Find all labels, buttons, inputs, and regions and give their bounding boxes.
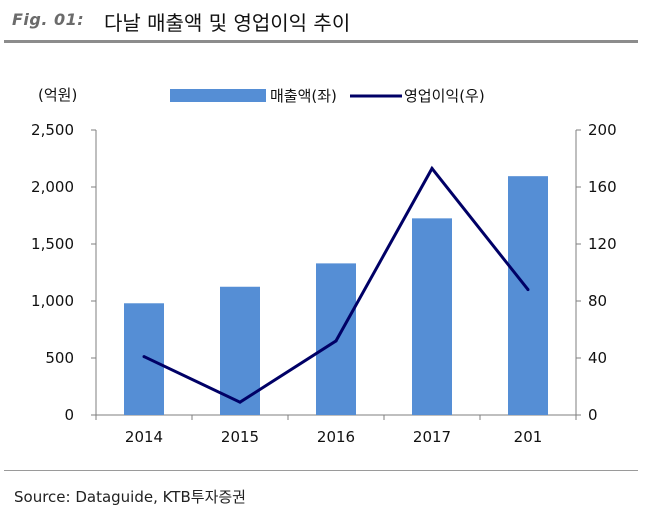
left-tick-label: 2,000 [31, 178, 74, 196]
right-tick-label: 200 [588, 121, 617, 139]
revenue-bar [508, 176, 548, 415]
source-note: Source: Dataguide, KTB투자증권 [14, 488, 246, 506]
right-tick-label: 0 [588, 406, 598, 424]
legend-swatch-revenue [170, 89, 266, 102]
x-tick-label: 2014 [125, 428, 163, 446]
left-tick-label: 1,000 [31, 292, 74, 310]
left-tick-label: 1,500 [31, 235, 74, 253]
operating-profit-point [430, 166, 434, 170]
right-tick-label: 120 [588, 235, 617, 253]
y-unit-label: (억원) [38, 86, 77, 104]
left-tick-label: 500 [45, 349, 74, 367]
operating-profit-point [238, 400, 242, 404]
x-tick-label: 2015 [221, 428, 259, 446]
chart: 0 500 1,000 1,500 2,000 2,500 0 40 80 120 160 200 20… [31, 86, 617, 446]
operating-profit-point [526, 288, 530, 292]
revenue-bar [412, 218, 452, 415]
left-tick-label: 0 [64, 406, 74, 424]
header-rule [4, 40, 638, 43]
right-tick-label: 80 [588, 292, 607, 310]
legend-label-revenue: 매출액(좌) [270, 87, 337, 105]
footer-rule [4, 470, 638, 471]
x-tick-label: 2017 [413, 428, 451, 446]
operating-profit-point [142, 355, 146, 359]
plot-area: 0 500 1,000 1,500 2,000 2,500 0 40 80 120 160 200 20… [31, 86, 617, 446]
figure-title: 다날 매출액 및 영업이익 추이 [104, 11, 351, 35]
figure-label: Fig. 01: [12, 10, 85, 29]
left-tick-label: 2,500 [31, 121, 74, 139]
x-tick-label: 201 [514, 428, 543, 446]
legend-label-operating-profit: 영업이익(우) [404, 87, 485, 105]
operating-profit-point [334, 339, 338, 343]
right-tick-label: 40 [588, 349, 607, 367]
revenue-bar [124, 303, 164, 415]
figure-header: Fig. 01: 다날 매출액 및 영업이익 추이 [8, 6, 638, 42]
x-tick-label: 2016 [317, 428, 355, 446]
right-tick-label: 160 [588, 178, 617, 196]
